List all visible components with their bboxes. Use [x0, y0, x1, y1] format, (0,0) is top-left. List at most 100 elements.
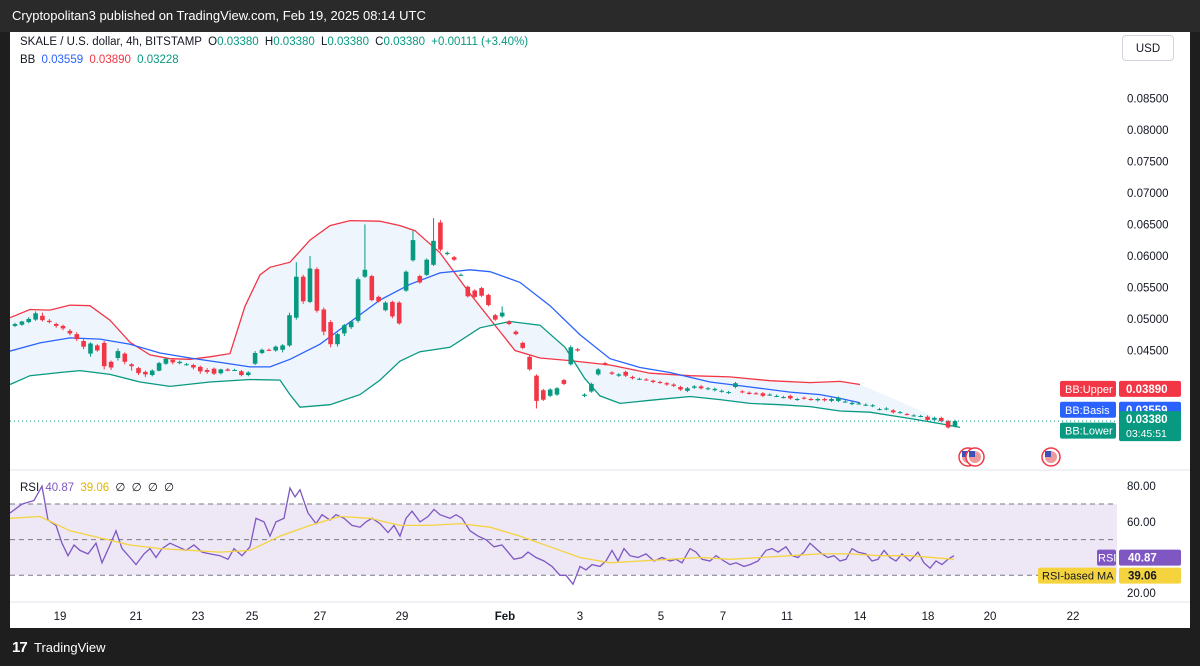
candle[interactable] [863, 403, 869, 406]
candle[interactable] [808, 397, 814, 401]
candle[interactable] [211, 367, 217, 376]
candle[interactable] [479, 286, 484, 297]
candle[interactable] [60, 324, 66, 331]
candle[interactable] [945, 419, 951, 429]
candle[interactable] [47, 318, 52, 324]
candle[interactable] [712, 387, 718, 392]
candle[interactable] [410, 230, 416, 262]
candle[interactable] [733, 381, 738, 389]
candle[interactable] [698, 385, 704, 390]
candle[interactable] [692, 385, 697, 389]
bb-label[interactable]: BB [20, 54, 36, 66]
candle[interactable] [438, 219, 443, 252]
candle[interactable] [561, 378, 567, 386]
candle[interactable] [417, 274, 423, 284]
candle[interactable] [650, 379, 656, 384]
candle[interactable] [534, 374, 539, 409]
candle[interactable] [218, 368, 224, 375]
candle[interactable] [822, 397, 827, 402]
candle[interactable] [431, 218, 436, 266]
candle[interactable] [362, 224, 368, 278]
candle[interactable] [486, 293, 491, 307]
candle[interactable] [575, 347, 580, 352]
candle[interactable] [541, 388, 546, 401]
candle[interactable] [671, 383, 676, 388]
candle[interactable] [520, 341, 525, 350]
candle[interactable] [108, 360, 114, 371]
candle[interactable] [918, 414, 923, 418]
candle[interactable] [637, 377, 642, 381]
tradingview-logo-icon[interactable]: 17 [12, 639, 28, 656]
rsi-label[interactable]: RSI [20, 482, 40, 494]
candle[interactable] [554, 387, 560, 396]
candle[interactable] [101, 341, 107, 370]
candle[interactable] [513, 330, 519, 336]
candle[interactable] [88, 342, 93, 357]
candle[interactable] [595, 368, 601, 376]
candle[interactable] [939, 416, 944, 423]
candle[interactable] [884, 407, 889, 411]
candle[interactable] [239, 370, 244, 377]
candle[interactable] [760, 392, 766, 398]
currency-button[interactable]: USD [1122, 35, 1174, 61]
candle[interactable] [643, 378, 649, 381]
candle[interactable] [232, 368, 237, 371]
candle[interactable] [911, 414, 917, 417]
candle[interactable] [307, 255, 313, 304]
candle[interactable] [527, 355, 532, 371]
candle[interactable] [26, 317, 31, 324]
candle[interactable] [12, 322, 18, 328]
candle[interactable] [726, 390, 731, 394]
candle[interactable] [602, 361, 608, 366]
candle[interactable] [335, 332, 340, 347]
candle[interactable] [156, 361, 162, 372]
tradingview-brand[interactable]: TradingView [34, 640, 106, 655]
candle[interactable] [328, 320, 333, 348]
candle[interactable] [781, 395, 786, 399]
candle[interactable] [472, 289, 477, 299]
candle[interactable] [191, 363, 196, 370]
candle[interactable] [678, 385, 683, 391]
candle[interactable] [95, 344, 100, 352]
candle[interactable] [321, 307, 327, 336]
candle[interactable] [458, 273, 464, 277]
candle[interactable] [300, 274, 306, 304]
candle[interactable] [657, 380, 663, 384]
candle[interactable] [184, 363, 189, 366]
candle[interactable] [355, 277, 361, 323]
candle[interactable] [547, 388, 553, 398]
candle[interactable] [348, 320, 354, 330]
candle[interactable] [170, 358, 176, 365]
candle[interactable] [794, 397, 800, 401]
candle[interactable] [403, 270, 409, 292]
candle[interactable] [424, 258, 429, 277]
candle[interactable] [369, 274, 375, 302]
candle[interactable] [493, 313, 498, 321]
candle[interactable] [445, 251, 450, 256]
candle[interactable] [849, 401, 855, 406]
candle[interactable] [568, 345, 574, 366]
candle[interactable] [53, 322, 59, 328]
candle[interactable] [67, 329, 73, 336]
candle[interactable] [129, 363, 134, 371]
candle[interactable] [705, 387, 711, 391]
candle[interactable] [788, 394, 793, 400]
candle[interactable] [383, 301, 388, 312]
candle[interactable] [746, 391, 752, 395]
candle[interactable] [376, 295, 381, 303]
candle[interactable] [143, 370, 148, 377]
candle[interactable] [815, 397, 821, 402]
price-chart[interactable]: 0.04500 0.05000 0.05500 0.06000 0.06500 0.070… [10, 32, 1190, 628]
candle[interactable] [877, 407, 882, 411]
symbol-title[interactable]: SKALE / U.S. dollar, 4h, BITSTAMP [20, 36, 202, 48]
candle[interactable] [163, 357, 169, 365]
candle[interactable] [499, 306, 505, 318]
candle[interactable] [246, 371, 251, 377]
candle[interactable] [753, 392, 759, 395]
us-flag-event-icon[interactable] [965, 447, 985, 467]
candle[interactable] [719, 389, 724, 393]
candle[interactable] [623, 370, 628, 377]
candle[interactable] [870, 404, 875, 408]
candle[interactable] [582, 393, 587, 398]
candle[interactable] [136, 366, 141, 376]
